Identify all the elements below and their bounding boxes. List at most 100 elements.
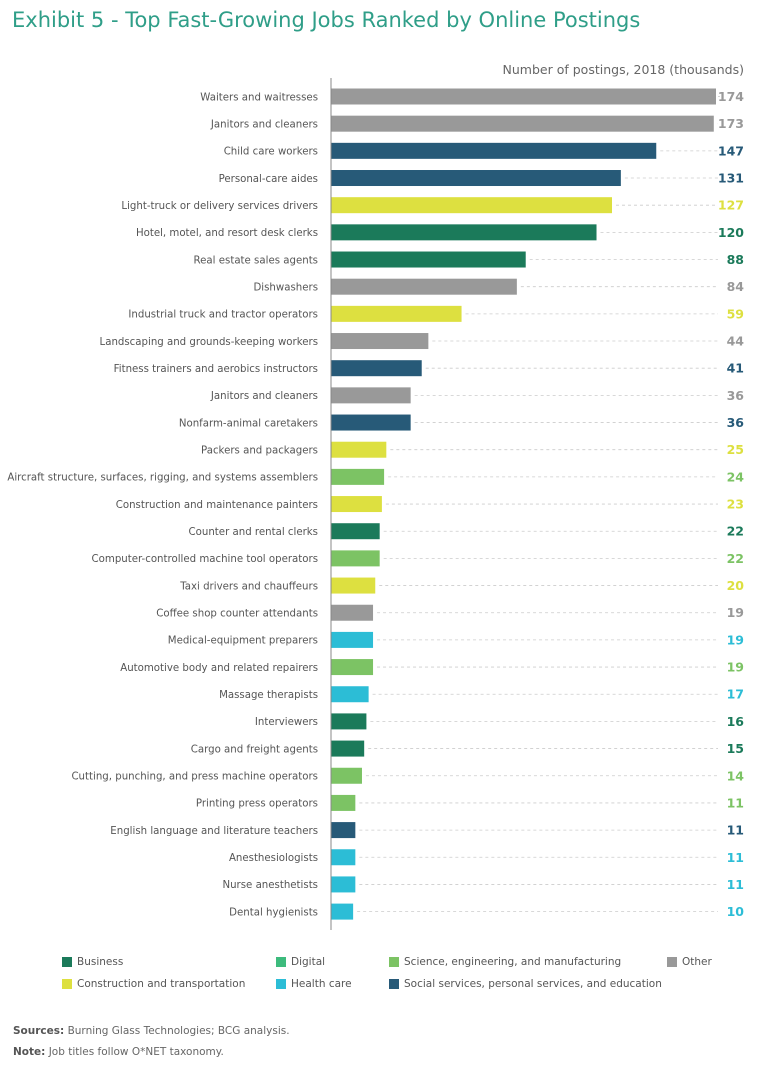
category-label: Medical-equipment preparers (168, 636, 318, 647)
bar (331, 115, 714, 132)
data-label: 11 (727, 877, 744, 892)
legend-item-other: Other (667, 956, 712, 968)
bar (331, 360, 422, 377)
legend-label: Construction and transportation (77, 978, 246, 990)
bar (331, 604, 374, 621)
category-label: Packers and packagers (201, 446, 318, 457)
bar (331, 577, 376, 594)
data-label: 16 (727, 714, 745, 729)
legend-item-digital: Digital (276, 956, 325, 968)
data-label: 17 (727, 687, 744, 702)
data-label: 36 (727, 415, 745, 430)
bar (331, 767, 362, 784)
bar (331, 333, 429, 350)
category-label: Computer-controlled machine tool operato… (92, 554, 318, 565)
data-label: 22 (727, 551, 744, 566)
category-label: Dishwashers (253, 282, 318, 293)
legend-swatch (389, 957, 399, 967)
bar (331, 794, 356, 811)
data-label: 25 (727, 442, 744, 457)
legend-item-social: Social services, personal services, and … (389, 978, 662, 990)
data-label: 174 (718, 89, 744, 104)
data-label: 173 (718, 116, 744, 131)
data-label: 20 (727, 578, 745, 593)
legend-item-science: Science, engineering, and manufacturing (389, 956, 621, 968)
bar (331, 251, 526, 268)
category-label: Industrial truck and tractor operators (128, 310, 318, 321)
legend-label: Health care (291, 978, 352, 990)
category-label: Massage therapists (219, 690, 318, 701)
bar (331, 659, 374, 676)
category-label: Construction and maintenance painters (116, 500, 318, 511)
data-label: 22 (727, 524, 744, 539)
bar (331, 142, 657, 159)
legend-item-construction: Construction and transportation (62, 978, 245, 990)
data-label: 127 (718, 198, 744, 213)
bar (331, 686, 369, 703)
legend-item-business: Business (62, 956, 123, 968)
data-label: 131 (718, 171, 744, 186)
data-label: 88 (727, 252, 744, 267)
category-label: Nurse anesthetists (222, 880, 318, 891)
bar (331, 550, 380, 567)
bar (331, 713, 367, 730)
chart-title: Exhibit 5 - Top Fast-Growing Jobs Ranked… (12, 8, 641, 32)
bar-chart: Number of postings, 2018 (thousands) Wait… (7, 62, 745, 930)
bar (331, 903, 354, 920)
note-label: Note: (13, 1046, 46, 1058)
legend-swatch (389, 979, 399, 989)
bar (331, 170, 621, 187)
data-label: 147 (718, 143, 744, 158)
category-label: Automotive body and related repairers (120, 663, 318, 674)
legend-swatch (276, 979, 286, 989)
bar (331, 631, 374, 648)
data-label: 10 (727, 904, 745, 919)
data-label: 41 (727, 361, 744, 376)
bar (331, 224, 597, 241)
category-label: Dental hygienists (229, 907, 318, 918)
data-label: 24 (727, 469, 745, 484)
legend-swatch (62, 979, 72, 989)
value-axis-label: Number of postings, 2018 (thousands) (503, 62, 744, 77)
bar (331, 414, 411, 431)
data-label: 19 (727, 605, 744, 620)
category-label: Counter and rental clerks (189, 527, 318, 538)
bar (331, 197, 613, 214)
bar (331, 496, 382, 513)
legend-item-health: Health care (276, 978, 352, 990)
category-label: Child care workers (224, 147, 318, 158)
data-label: 11 (727, 823, 744, 838)
data-label: 44 (727, 334, 745, 349)
category-label: Interviewers (255, 717, 318, 728)
bar (331, 822, 356, 839)
category-label: Hotel, motel, and resort desk clerks (136, 228, 318, 239)
category-label: Anesthesiologists (229, 853, 318, 864)
data-label: 15 (727, 741, 744, 756)
category-label: Coffee shop counter attendants (156, 609, 318, 620)
category-label: Nonfarm-animal caretakers (179, 418, 318, 429)
category-label: Cargo and freight agents (191, 744, 318, 755)
bar (331, 305, 462, 322)
data-label: 19 (727, 632, 744, 647)
category-label: Cutting, punching, and press machine ope… (71, 772, 318, 783)
category-label: Printing press operators (196, 799, 318, 810)
category-label: Janitors and cleaners (210, 119, 318, 130)
data-label: 14 (727, 768, 745, 783)
bar (331, 88, 716, 105)
legend-label: Social services, personal services, and … (404, 978, 662, 990)
legend-label: Digital (291, 956, 326, 968)
data-label: 19 (727, 660, 744, 675)
sources-footnote: Sources: Burning Glass Technologies; BCG… (13, 1025, 290, 1037)
data-label: 84 (727, 279, 745, 294)
bar (331, 740, 365, 757)
data-label: 23 (727, 497, 744, 512)
bar (331, 278, 517, 295)
data-label: 120 (718, 225, 744, 240)
legend-swatch (62, 957, 72, 967)
category-label: English language and literature teachers (110, 826, 318, 837)
legend-label: Business (77, 956, 124, 968)
legend-swatch (276, 957, 286, 967)
legend-label: Science, engineering, and manufacturing (404, 956, 622, 968)
data-label: 59 (727, 306, 744, 321)
sources-text: Burning Glass Technologies; BCG analysis… (67, 1025, 290, 1037)
